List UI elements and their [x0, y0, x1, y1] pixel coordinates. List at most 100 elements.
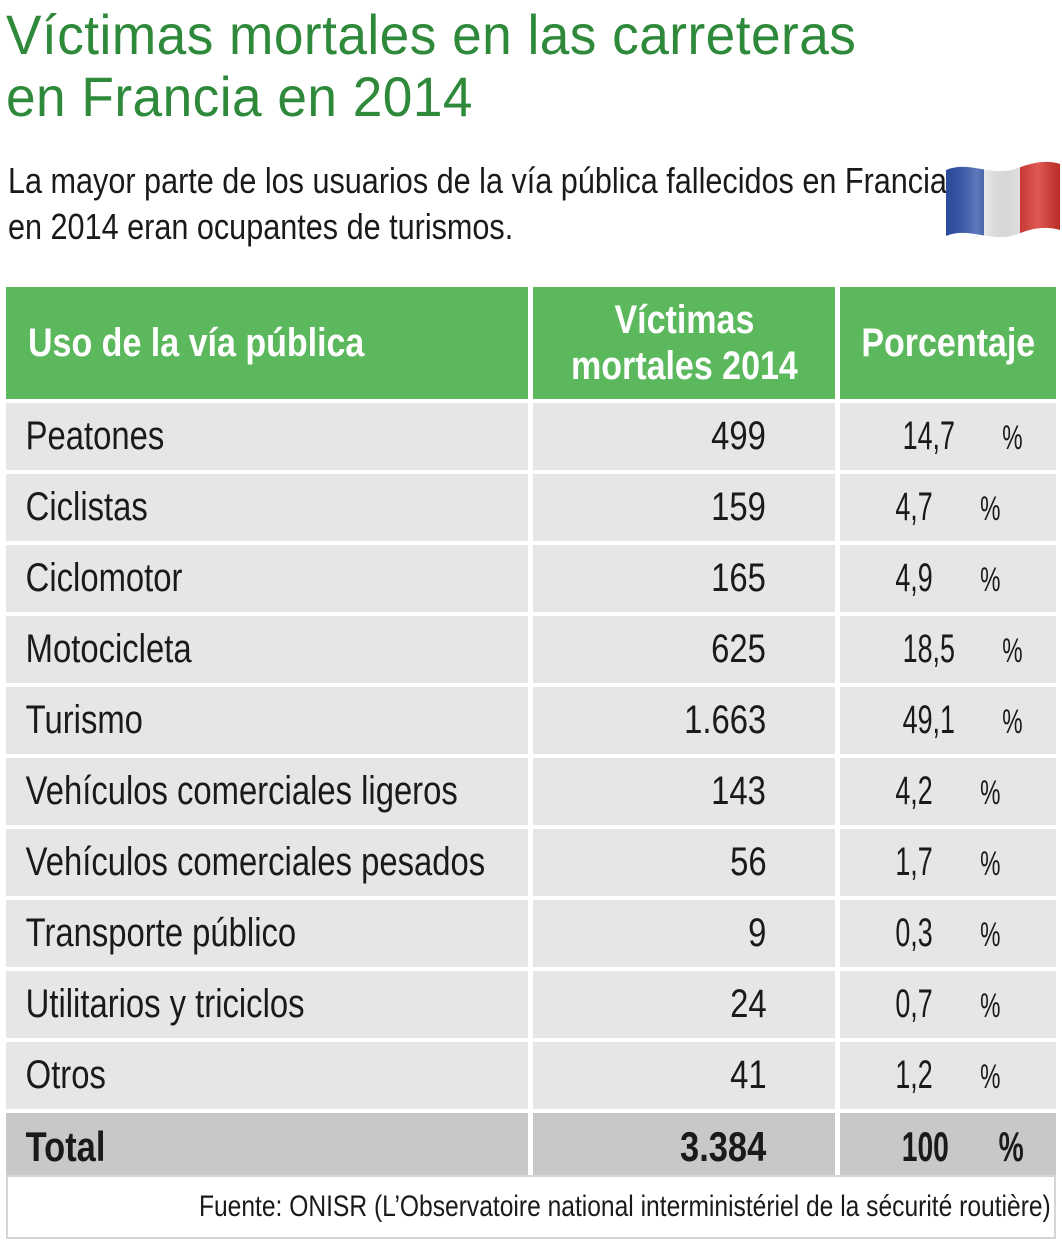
- percentage-number: 100: [901, 1123, 949, 1170]
- percentage-value: 18,5%: [885, 616, 1062, 685]
- usage-cell: Ciclomotor: [6, 545, 528, 612]
- fatalities-value: 41: [729, 1053, 767, 1097]
- percentage-number: 4,7: [895, 485, 933, 529]
- percentage-value: 4,9%: [881, 545, 1062, 614]
- table-row: Transporte público 9 0,3%: [6, 900, 1056, 967]
- percentage-cell: 4,7%: [840, 474, 1056, 541]
- usage-cell: Transporte público: [6, 900, 528, 967]
- fatalities-cell: 1.663: [533, 687, 835, 754]
- fatalities-value: 24: [729, 982, 767, 1026]
- header-usage-label: Uso de la vía pública: [28, 320, 365, 365]
- percentage-number: 18,5: [902, 627, 955, 671]
- percentage-value: 4,2%: [881, 758, 1062, 827]
- usage-label: Otros: [25, 1053, 106, 1097]
- fatalities-value: 159: [711, 485, 767, 529]
- percentage-unit: %: [979, 490, 1001, 528]
- usage-label: Turismo: [25, 698, 143, 742]
- percentage-value: 4,7%: [881, 474, 1062, 543]
- header-usage: Uso de la vía pública: [6, 287, 528, 399]
- percentage-unit: %: [1002, 703, 1023, 741]
- percentage-value: 1,2%: [881, 1042, 1062, 1111]
- table-row: Peatones 499 14,7%: [6, 403, 1056, 470]
- percentage-number: 1,7: [895, 840, 933, 884]
- total-row: Total 3.384 100%: [6, 1113, 1056, 1181]
- title-line-1: Víctimas mortales en las carreteras: [6, 3, 857, 66]
- percentage-cell: 14,7%: [840, 403, 1056, 470]
- table-row: Ciclomotor 165 4,9%: [6, 545, 1056, 612]
- usage-cell: Otros: [6, 1042, 528, 1109]
- page-title: Víctimas mortales en las carreteras en F…: [6, 4, 994, 128]
- usage-label: Total: [25, 1123, 106, 1170]
- usage-label: Peatones: [25, 414, 165, 458]
- percentage-number: 49,1: [902, 698, 955, 742]
- percentage-value: 1,7%: [881, 829, 1062, 898]
- header-fatalities-line-1: Víctimas: [614, 298, 754, 342]
- fatalities-table: Uso de la vía pública Víctimas mortales …: [6, 287, 1056, 1247]
- percentage-number: 1,2: [895, 1053, 933, 1097]
- percentage-value: 0,3%: [881, 900, 1062, 969]
- fatalities-value: 9: [747, 911, 767, 955]
- fatalities-cell: 159: [533, 474, 835, 541]
- percentage-number: 4,2: [895, 769, 933, 813]
- fatalities-cell: 499: [533, 403, 835, 470]
- percentage-unit: %: [1002, 632, 1023, 670]
- table-row: Ciclistas 159 4,7%: [6, 474, 1056, 541]
- percentage-cell: 4,2%: [840, 758, 1056, 825]
- percentage-unit: %: [1002, 419, 1023, 457]
- usage-label: Ciclistas: [25, 485, 148, 529]
- percentage-unit: %: [979, 561, 1001, 599]
- percentage-unit: %: [998, 1123, 1024, 1170]
- source-text: Fuente: ONISR (L’Observatoire national i…: [198, 1190, 1051, 1223]
- percentage-cell: 0,7%: [840, 971, 1056, 1038]
- table-row: Utilitarios y triciclos 24 0,7%: [6, 971, 1056, 1038]
- subtitle: La mayor parte de los usuarios de la vía…: [8, 158, 947, 250]
- source-note: Fuente: ONISR (L’Observatoire national i…: [6, 1175, 1056, 1239]
- usage-label: Motocicleta: [25, 627, 192, 671]
- header-fatalities-line-2: mortales 2014: [570, 344, 798, 388]
- percentage-unit: %: [979, 845, 1001, 883]
- table-row: Motocicleta 625 18,5%: [6, 616, 1056, 683]
- fatalities-cell: 143: [533, 758, 835, 825]
- percentage-cell: 100%: [840, 1113, 1056, 1181]
- percentage-cell: 49,1%: [840, 687, 1056, 754]
- fatalities-value: 625: [711, 627, 767, 671]
- subtitle-line-1: La mayor parte de los usuarios de la vía…: [8, 160, 947, 201]
- percentage-unit: %: [979, 916, 1001, 954]
- fatalities-value: 143: [711, 769, 767, 813]
- percentage-number: 14,7: [902, 414, 955, 458]
- usage-cell: Total: [6, 1113, 528, 1181]
- percentage-number: 0,7: [895, 982, 933, 1026]
- percentage-number: 4,9: [895, 556, 933, 600]
- percentage-cell: 1,7%: [840, 829, 1056, 896]
- percentage-cell: 0,3%: [840, 900, 1056, 967]
- usage-label: Vehículos comerciales pesados: [25, 840, 486, 884]
- percentage-value: 14,7%: [885, 403, 1062, 472]
- fatalities-cell: 41: [533, 1042, 835, 1109]
- title-line-2: en Francia en 2014: [6, 65, 473, 128]
- usage-cell: Ciclistas: [6, 474, 528, 541]
- percentage-unit: %: [979, 1058, 1001, 1096]
- percentage-unit: %: [979, 987, 1001, 1025]
- fatalities-value: 499: [711, 414, 767, 458]
- fatalities-value: 3.384: [679, 1123, 767, 1170]
- percentage-unit: %: [979, 774, 1001, 812]
- table-row: Otros 41 1,2%: [6, 1042, 1056, 1109]
- fatalities-cell: 9: [533, 900, 835, 967]
- percentage-value: 100%: [885, 1113, 1062, 1181]
- fatalities-cell: 165: [533, 545, 835, 612]
- fatalities-value: 56: [729, 840, 767, 884]
- percentage-cell: 4,9%: [840, 545, 1056, 612]
- fatalities-value: 165: [711, 556, 767, 600]
- usage-label: Utilitarios y triciclos: [25, 982, 305, 1026]
- percentage-value: 0,7%: [881, 971, 1062, 1040]
- subtitle-line-2: en 2014 eran ocupantes de turismos.: [8, 206, 514, 247]
- usage-cell: Utilitarios y triciclos: [6, 971, 528, 1038]
- header-percentage-label: Porcentaje: [861, 320, 1035, 365]
- table-row: Vehículos comerciales pesados 56 1,7%: [6, 829, 1056, 896]
- usage-label: Transporte público: [25, 911, 297, 955]
- usage-cell: Vehículos comerciales ligeros: [6, 758, 528, 825]
- fatalities-cell: 625: [533, 616, 835, 683]
- usage-cell: Turismo: [6, 687, 528, 754]
- table-row: Turismo 1.663 49,1%: [6, 687, 1056, 754]
- table-row: Vehículos comerciales ligeros 143 4,2%: [6, 758, 1056, 825]
